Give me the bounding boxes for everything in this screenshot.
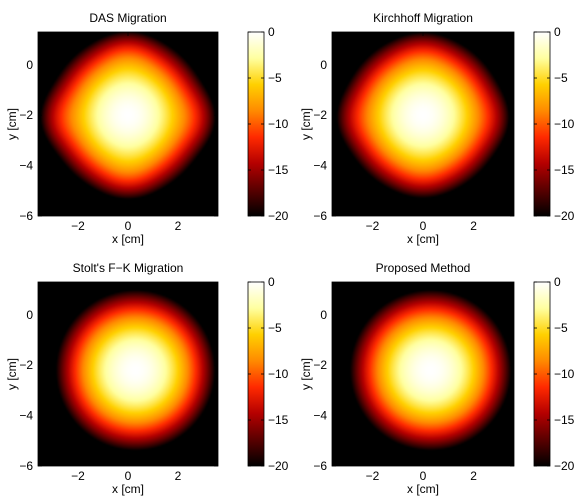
x-axis-label: x [cm] bbox=[112, 232, 144, 246]
colorbar-tick-label: −10 bbox=[554, 367, 575, 381]
colorbar-tick-label: −5 bbox=[554, 71, 568, 85]
y-tick-label: 0 bbox=[320, 308, 327, 322]
x-axis-label: x [cm] bbox=[407, 232, 439, 246]
chart-title: Proposed Method bbox=[376, 261, 471, 275]
y-tick-label: −2 bbox=[313, 358, 327, 372]
colorbar-tick-label: −15 bbox=[268, 413, 289, 427]
x-tick-label: −2 bbox=[366, 469, 380, 483]
colorbar-tick-label: −20 bbox=[554, 459, 575, 473]
x-tick-label: 0 bbox=[125, 219, 132, 233]
colorbar-tick-label: 0 bbox=[554, 25, 561, 39]
colorbar-tick-label: −15 bbox=[268, 163, 289, 177]
x-tick-label: −2 bbox=[71, 469, 85, 483]
x-tick-label: 0 bbox=[125, 469, 132, 483]
colorbar-tick-label: −20 bbox=[268, 209, 289, 223]
y-tick-label: 0 bbox=[26, 58, 33, 72]
chart-title: Kirchhoff Migration bbox=[373, 11, 473, 25]
y-tick-label: −2 bbox=[19, 358, 33, 372]
x-tick-label: 2 bbox=[470, 469, 477, 483]
x-tick-label: 0 bbox=[420, 219, 427, 233]
colorbar-tick-label: 0 bbox=[554, 275, 561, 289]
x-tick-label: 2 bbox=[175, 219, 182, 233]
colorbar-tick-label: −20 bbox=[268, 459, 289, 473]
y-tick-label: −4 bbox=[19, 409, 33, 423]
colorbar-tick-label: −10 bbox=[268, 117, 289, 131]
y-tick-label: −4 bbox=[313, 159, 327, 173]
y-tick-label: −2 bbox=[19, 108, 33, 122]
y-tick-label: −6 bbox=[313, 209, 327, 223]
y-tick-label: −4 bbox=[313, 409, 327, 423]
colorbar-tick-label: −10 bbox=[554, 117, 575, 131]
colorbar-tick-label: 0 bbox=[268, 25, 275, 39]
heatmap-image bbox=[38, 282, 218, 466]
colorbar-tick-label: −20 bbox=[554, 209, 575, 223]
heatmap-image bbox=[332, 32, 514, 216]
y-tick-label: −4 bbox=[19, 159, 33, 173]
colorbar-tick-label: 0 bbox=[268, 275, 275, 289]
y-tick-label: −6 bbox=[313, 459, 327, 473]
y-axis-label: y [cm] bbox=[299, 358, 313, 390]
x-tick-label: 2 bbox=[175, 469, 182, 483]
x-axis-label: x [cm] bbox=[112, 482, 144, 496]
x-axis-label: x [cm] bbox=[407, 482, 439, 496]
x-tick-label: 2 bbox=[470, 219, 477, 233]
colorbar-tick-label: −5 bbox=[268, 321, 282, 335]
y-axis-label: y [cm] bbox=[5, 358, 19, 390]
y-tick-label: −2 bbox=[313, 108, 327, 122]
y-tick-label: −6 bbox=[19, 459, 33, 473]
y-tick-label: 0 bbox=[320, 58, 327, 72]
y-tick-label: −6 bbox=[19, 209, 33, 223]
colorbar-tick-label: −15 bbox=[554, 413, 575, 427]
heatmap-image bbox=[332, 282, 514, 466]
colorbar-tick-label: −15 bbox=[554, 163, 575, 177]
y-axis-label: y [cm] bbox=[299, 108, 313, 140]
x-tick-label: −2 bbox=[366, 219, 380, 233]
chart-title: DAS Migration bbox=[89, 11, 166, 25]
colorbar-tick-label: −5 bbox=[554, 321, 568, 335]
heatmap-image bbox=[38, 32, 218, 216]
x-tick-label: −2 bbox=[71, 219, 85, 233]
colorbar-tick-label: −10 bbox=[268, 367, 289, 381]
y-axis-label: y [cm] bbox=[5, 108, 19, 140]
y-tick-label: 0 bbox=[26, 308, 33, 322]
chart-title: Stolt's F−K Migration bbox=[73, 261, 184, 275]
x-tick-label: 0 bbox=[420, 469, 427, 483]
colorbar-tick-label: −5 bbox=[268, 71, 282, 85]
